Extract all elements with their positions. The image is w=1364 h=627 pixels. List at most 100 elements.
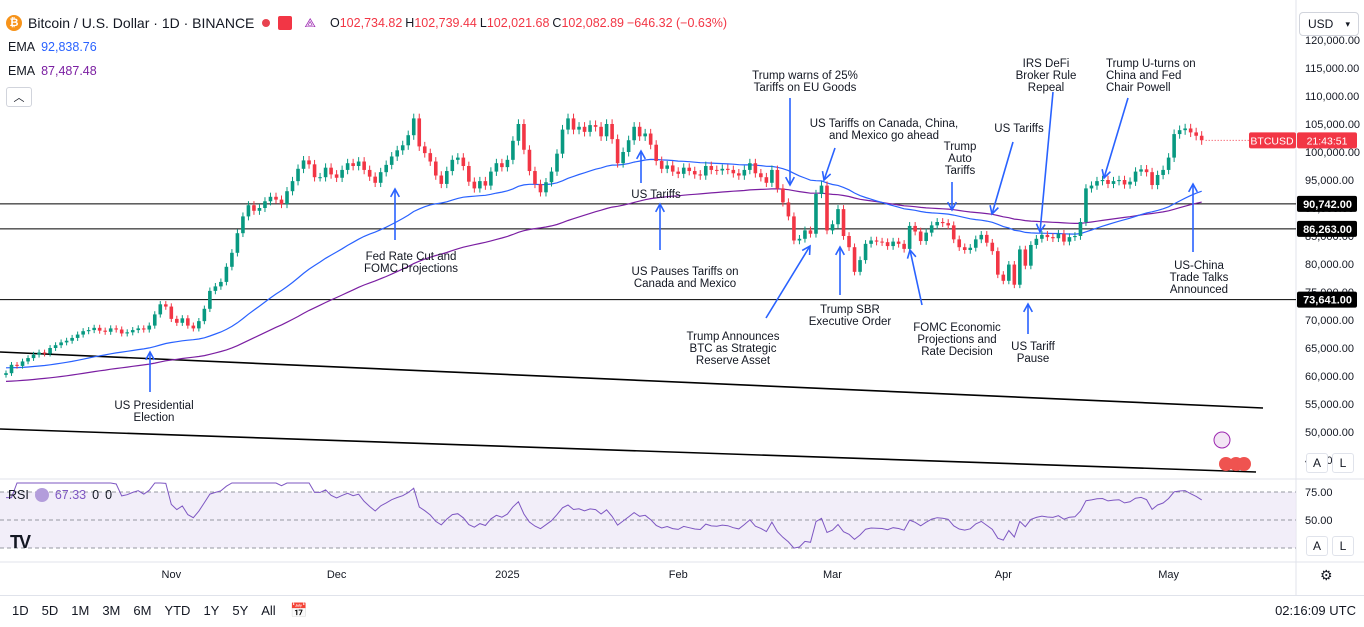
candle-body (654, 144, 658, 161)
candle-body (935, 222, 939, 226)
candle-body (433, 161, 438, 176)
range-button-5d[interactable]: 5D (41, 603, 59, 618)
y-tick-label: 60,000.00 (1305, 371, 1354, 383)
economic-event-icon[interactable] (1219, 457, 1233, 471)
ema-slow-legend[interactable]: EMA 87,487.48 (8, 64, 97, 78)
tradingview-logo: TV (10, 532, 31, 552)
candle-body (709, 166, 714, 170)
candle-body (946, 223, 951, 226)
candle-body (1095, 181, 1099, 186)
candle-body (1133, 171, 1138, 182)
candle-body (1166, 157, 1171, 170)
x-tick-label: Mar (823, 569, 842, 581)
range-button-1d[interactable]: 1D (12, 603, 29, 618)
range-button-ytd[interactable]: YTD (164, 603, 191, 618)
candle-body (836, 209, 840, 225)
candle-body (1073, 236, 1077, 238)
candle-body (329, 167, 333, 175)
candle-body (659, 160, 664, 169)
range-button-1y[interactable]: 1Y (203, 603, 220, 618)
annotation-fomc-economic: FOMC Economic (913, 322, 1001, 334)
candle-body (1034, 238, 1039, 245)
y-tick-label: 65,000.00 (1305, 343, 1354, 355)
candle-body (445, 171, 449, 184)
ema-fast-legend[interactable]: EMA 92,838.76 (8, 40, 97, 54)
range-button-all[interactable]: All (261, 603, 276, 618)
candle-body (411, 118, 416, 136)
candle-body (274, 196, 278, 200)
candle-body (1150, 172, 1154, 186)
annotation-trump-warns: Trump warns of 25% (752, 70, 858, 82)
gear-icon[interactable]: ⚙ (1320, 567, 1333, 583)
level-price-tag (1297, 291, 1357, 308)
range-button-6m[interactable]: 6M (133, 603, 152, 618)
utc-clock[interactable]: 02:16:09 UTC (1275, 603, 1356, 618)
symbol-title[interactable]: Bitcoin / U.S. Dollar · 1D · BINANCE (28, 15, 255, 31)
economic-event-icon[interactable] (1237, 457, 1251, 471)
candle-body (1155, 174, 1160, 186)
auto-scale-button[interactable]: A (1306, 453, 1328, 473)
countdown-tag (1297, 132, 1357, 149)
candle-body (516, 124, 521, 141)
rsi-eye-icon[interactable] (34, 488, 49, 502)
candle-body (979, 234, 984, 240)
candle-body (996, 251, 1000, 275)
candle-body (896, 241, 901, 244)
candle-body (478, 181, 482, 189)
range-button-1m[interactable]: 1M (71, 603, 90, 618)
candle-body (301, 160, 306, 169)
y-tick-label: 70,000.00 (1305, 315, 1354, 327)
candle-body (703, 166, 708, 176)
calendar-range-icon[interactable]: 📅 (290, 602, 308, 618)
alert-icon[interactable] (278, 16, 293, 30)
arrow-sbr-head (834, 245, 846, 256)
candle-body (841, 209, 846, 236)
price-chart[interactable]: 120,000.00 115,000.00 110,000.00 105,000.00… (0, 0, 1364, 595)
candle-body (81, 331, 85, 335)
rsi-auto-scale-button[interactable]: A (1306, 536, 1328, 556)
chevron-up-icon[interactable]: ︿ (6, 87, 32, 107)
ema-slow-name: EMA (8, 64, 36, 78)
candle-body (241, 216, 245, 234)
candle-body (307, 160, 311, 165)
annotation-trump-auto-tariffs: Tariffs (945, 165, 976, 177)
candle-body (235, 233, 240, 253)
currency-select[interactable]: USD ▾ (1299, 12, 1359, 36)
ohlc-key: C (552, 16, 562, 30)
candle-body (665, 165, 669, 169)
candle-body (869, 240, 873, 244)
candle-body (340, 169, 344, 178)
range-button-3m[interactable]: 3M (102, 603, 121, 618)
log-scale-button[interactable]: L (1332, 453, 1354, 473)
candle-body (637, 126, 642, 137)
candle-body (549, 171, 554, 183)
annotation-trump-u-turns: Trump U-turns on (1106, 58, 1196, 70)
candle-body (533, 171, 537, 184)
arrow-tariffs-jan-head (635, 149, 647, 160)
range-button-5y[interactable]: 5Y (232, 603, 249, 618)
candle-body (1040, 234, 1044, 239)
candle-body (885, 242, 890, 247)
candle-body (119, 329, 124, 334)
rsi-log-scale-button[interactable]: L (1332, 536, 1354, 556)
share-icon[interactable]: ⟁ (304, 15, 316, 30)
candle-body (1194, 132, 1198, 136)
candle-body (141, 328, 146, 330)
lightning-icon[interactable] (1213, 431, 1231, 449)
candle-body (97, 327, 102, 331)
candle-body (175, 318, 179, 323)
arrow-tariffs-apr-head (989, 205, 999, 216)
trendline-upper (0, 351, 1264, 409)
candle-body (1177, 130, 1182, 135)
arrow-fomc-head (906, 248, 917, 259)
candle-body (318, 177, 322, 179)
annotation-trump-u-turns: Chair Powell (1106, 82, 1171, 94)
candle-body (786, 202, 791, 217)
arrow-u-turns (1103, 97, 1129, 179)
annotation-us-tariffs-apr: US Tariffs (994, 123, 1044, 135)
candle-body (351, 163, 355, 166)
arrow-pauses-head (654, 202, 666, 213)
candle-body (566, 118, 570, 130)
rsi-legend[interactable]: RSI 67.33 0 0 (8, 488, 112, 502)
ema-fast-line (5, 158, 1202, 369)
